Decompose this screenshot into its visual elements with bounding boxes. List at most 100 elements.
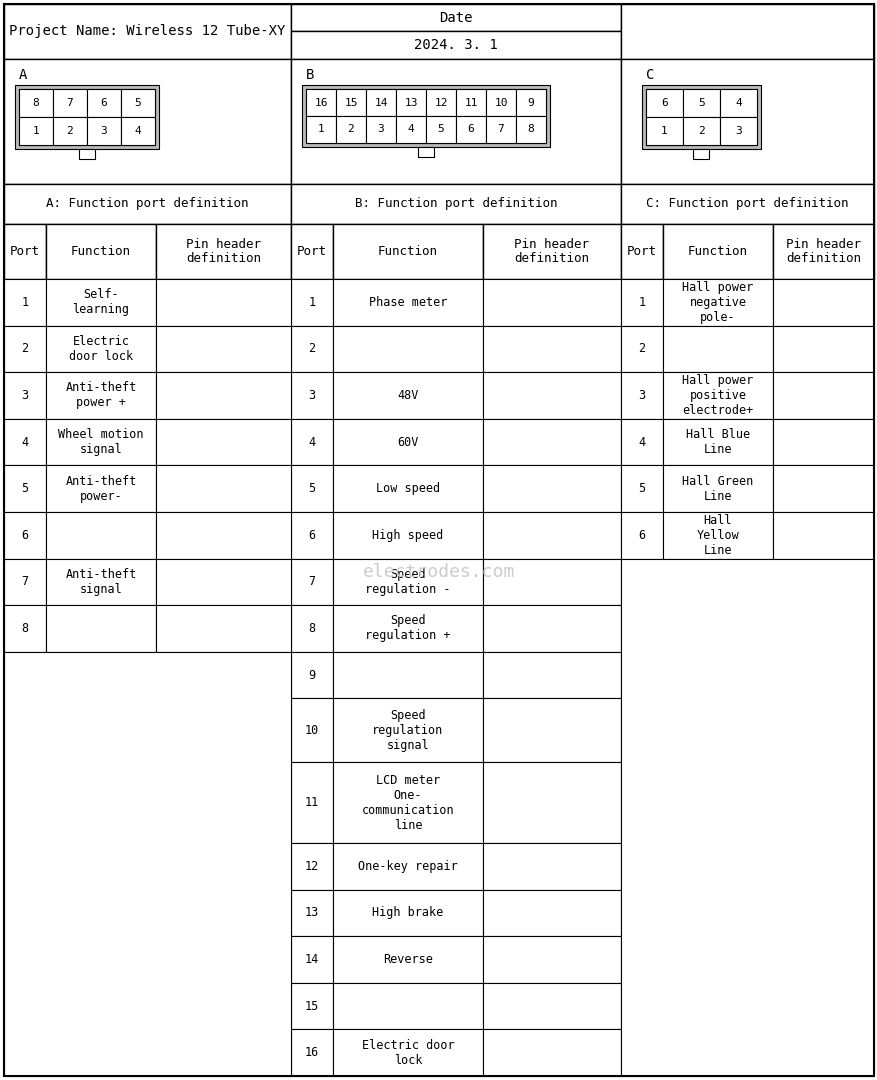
Text: Function: Function: [688, 245, 747, 258]
Bar: [366, 116, 396, 143]
Bar: [662, 325, 772, 373]
Bar: [332, 762, 482, 843]
Bar: [4, 279, 46, 325]
Bar: [336, 116, 366, 143]
Bar: [516, 89, 545, 116]
Bar: [332, 890, 482, 936]
Bar: [620, 4, 873, 59]
Bar: [290, 843, 332, 890]
Bar: [290, 890, 332, 936]
Bar: [156, 325, 290, 373]
Bar: [4, 4, 290, 59]
Text: High speed: High speed: [372, 529, 443, 542]
Text: 11: 11: [304, 796, 318, 809]
Bar: [772, 465, 873, 512]
Text: Port: Port: [626, 245, 656, 258]
Bar: [719, 89, 756, 117]
Text: 6: 6: [21, 529, 29, 542]
Bar: [645, 89, 756, 145]
Text: B: Function port definition: B: Function port definition: [354, 198, 557, 211]
Text: Date: Date: [438, 11, 472, 25]
Bar: [19, 89, 155, 145]
Text: 13: 13: [403, 97, 417, 108]
Text: 3: 3: [21, 389, 29, 402]
Bar: [482, 890, 620, 936]
Bar: [482, 419, 620, 465]
Bar: [156, 419, 290, 465]
Bar: [486, 89, 516, 116]
Bar: [482, 224, 620, 279]
Bar: [4, 325, 46, 373]
Text: Hall
Yellow
Line: Hall Yellow Line: [695, 514, 738, 557]
Bar: [156, 605, 290, 651]
Bar: [482, 465, 620, 512]
Text: 2: 2: [638, 342, 645, 355]
Bar: [332, 512, 482, 558]
Text: Reverse: Reverse: [382, 953, 432, 966]
Text: 10: 10: [304, 724, 318, 737]
Bar: [620, 59, 873, 184]
Text: 15: 15: [344, 97, 357, 108]
Bar: [4, 373, 46, 419]
Text: 3: 3: [308, 389, 315, 402]
Bar: [15, 85, 159, 149]
Bar: [19, 117, 53, 145]
Bar: [482, 936, 620, 983]
Bar: [482, 983, 620, 1029]
Bar: [455, 116, 486, 143]
Text: 9: 9: [527, 97, 534, 108]
Bar: [4, 184, 290, 224]
Text: 4: 4: [638, 435, 645, 448]
Text: Speed
regulation -: Speed regulation -: [365, 568, 450, 596]
Bar: [455, 89, 486, 116]
Text: 13: 13: [304, 906, 318, 919]
Text: Hall Green
Line: Hall Green Line: [681, 475, 752, 502]
Bar: [332, 936, 482, 983]
Bar: [290, 184, 620, 224]
Bar: [772, 279, 873, 325]
Text: 7: 7: [497, 124, 503, 135]
Bar: [87, 117, 121, 145]
Bar: [662, 373, 772, 419]
Text: High brake: High brake: [372, 906, 443, 919]
Text: 12: 12: [434, 97, 447, 108]
Bar: [290, 419, 332, 465]
Text: One-key repair: One-key repair: [358, 860, 457, 873]
Bar: [482, 762, 620, 843]
Bar: [682, 117, 719, 145]
Bar: [53, 89, 87, 117]
Text: 4: 4: [308, 435, 315, 448]
Bar: [156, 224, 290, 279]
Text: 2: 2: [67, 126, 74, 136]
Bar: [290, 936, 332, 983]
Bar: [46, 512, 156, 558]
Bar: [645, 117, 682, 145]
Bar: [620, 325, 662, 373]
Bar: [290, 373, 332, 419]
Bar: [425, 116, 455, 143]
Bar: [482, 605, 620, 651]
Bar: [46, 373, 156, 419]
Bar: [772, 224, 873, 279]
Bar: [4, 59, 290, 184]
Text: 1: 1: [638, 296, 645, 309]
Text: 8: 8: [21, 622, 29, 635]
Bar: [772, 512, 873, 558]
Bar: [482, 651, 620, 699]
Bar: [87, 89, 121, 117]
Text: 3: 3: [101, 126, 107, 136]
Bar: [396, 116, 425, 143]
Bar: [290, 651, 332, 699]
Bar: [332, 843, 482, 890]
Bar: [290, 558, 332, 605]
Bar: [662, 465, 772, 512]
Bar: [4, 512, 46, 558]
Text: 2: 2: [21, 342, 29, 355]
Bar: [693, 149, 709, 159]
Text: LCD meter
One-
communication
line: LCD meter One- communication line: [361, 773, 453, 832]
Text: 8: 8: [308, 622, 315, 635]
Text: 1: 1: [660, 126, 667, 136]
Text: 8: 8: [32, 98, 39, 108]
Text: Self-
learning: Self- learning: [73, 288, 129, 316]
Bar: [4, 558, 46, 605]
